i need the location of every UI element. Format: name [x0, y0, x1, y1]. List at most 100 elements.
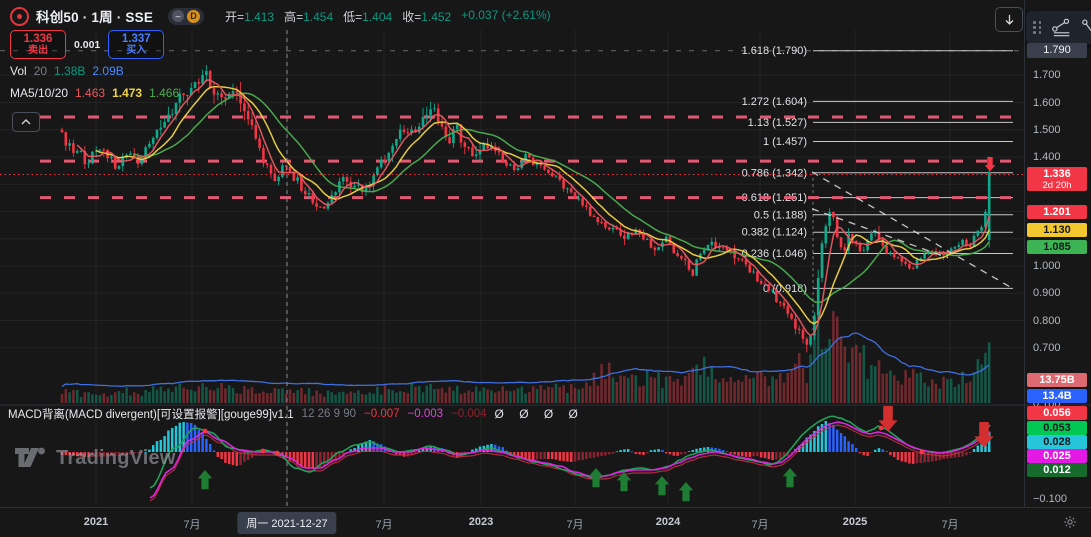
- gridlines: [0, 30, 1024, 506]
- price-tick: 1.700: [1033, 69, 1061, 82]
- pink-dashed-levels: [40, 115, 1024, 200]
- time-tick: 7月: [566, 519, 584, 531]
- ma-label: MA5/10/20: [10, 86, 69, 100]
- volume-legend[interactable]: Vol 20 1.38B 2.09B: [10, 64, 124, 78]
- ohlc-readout: 开=1.413 高=1.454 低=1.404 收=1.452 +0.037 (…: [225, 8, 551, 25]
- tradingview-logo-icon: [15, 447, 45, 467]
- chevron-up-icon: [21, 119, 31, 125]
- price-label-box: 0.056: [1027, 406, 1087, 420]
- fib-retracement-tool-icon[interactable]: [1051, 18, 1072, 38]
- macd-title: MACD背离(MACD divergent)[可设置报警][gouge99]v1…: [8, 409, 294, 421]
- ma-line: [76, 79, 990, 337]
- sell-label: 卖出: [28, 44, 48, 56]
- macd-value-1: −0.007: [364, 408, 400, 420]
- time-tick: 2023: [468, 516, 494, 528]
- symbol-logo-icon: [10, 6, 29, 26]
- symbol-header: 科创50 · 1周 · SSE – D 开=1.413 高=1.454 低=1.…: [10, 6, 551, 26]
- ma-legend[interactable]: MA5/10/20 1.463 1.473 1.466: [10, 86, 179, 100]
- macd-divergence-markers: [197, 406, 994, 502]
- price-tick: 1.000: [1033, 260, 1061, 272]
- time-tick: 7月: [751, 519, 769, 531]
- price-tick: 0.700: [1033, 341, 1061, 354]
- high-label: 高=: [284, 9, 304, 24]
- macd-params: 12 26 9 90: [301, 408, 357, 420]
- tradingview-watermark: TradingView: [14, 446, 176, 470]
- minus-icon[interactable]: –: [172, 10, 185, 22]
- low-label: 低=: [343, 9, 363, 24]
- scroll-to-recent-button[interactable]: [995, 7, 1023, 32]
- ma10-value: 1.473: [112, 86, 143, 100]
- daily-badge[interactable]: D: [187, 9, 201, 23]
- buy-label: 买入: [126, 44, 147, 56]
- crosshair-date-label: 周一 2021-12-27: [237, 512, 337, 534]
- time-tick: 7月: [183, 519, 201, 531]
- svg-text:1.618 (1.790): 1.618 (1.790): [742, 45, 807, 57]
- price-tick: 0.900: [1033, 287, 1061, 300]
- macd-zero-flags: Ø Ø Ø Ø: [494, 407, 584, 421]
- drag-handle-icon[interactable]: [1033, 21, 1042, 34]
- price-tick: 1.400: [1033, 151, 1061, 163]
- fib-retracement: 1.618 (1.790) 1.272 (1.604) 1.13 (1.527) 1 …: [0, 45, 1024, 330]
- change-value: +0.037 (+2.61%): [461, 7, 551, 22]
- price-axis[interactable]: 1.790 1.700 1.600 1.500 1.400 1.000 0.900 0.800…: [1024, 0, 1091, 507]
- ma-line: [133, 92, 990, 304]
- price-alert-marker: [984, 157, 996, 172]
- price-tick-highlight: 1.790: [1027, 42, 1087, 58]
- ma-line: [95, 85, 990, 325]
- time-tick: 2024: [655, 516, 681, 528]
- open-value: 1.413: [244, 9, 275, 24]
- buy-price: 1.337: [121, 32, 151, 45]
- svg-text:0.786 (1.342): 0.786 (1.342): [742, 167, 807, 179]
- floating-drawing-toolbar[interactable]: [1026, 11, 1091, 44]
- candlesticks: [60, 64, 991, 353]
- svg-text:0.236 (1.046): 0.236 (1.046): [742, 248, 807, 260]
- settings-gear-icon[interactable]: [1063, 515, 1077, 529]
- price-tick: 0.800: [1033, 314, 1061, 327]
- high-value: 1.454: [303, 9, 334, 24]
- vol-ma-value: 2.09B: [92, 64, 124, 78]
- price-label-box: 1.336 2d 20h: [1027, 167, 1087, 191]
- open-label: 开=: [225, 9, 245, 24]
- time-tick: 2021: [83, 516, 109, 528]
- time-tick: 7月: [375, 519, 393, 531]
- low-value: 1.404: [362, 9, 393, 24]
- price-label-box: 1.085: [1027, 240, 1087, 254]
- collapse-legend-button[interactable]: [12, 112, 40, 132]
- price-label-box: 0.025: [1027, 449, 1087, 463]
- trend-lines: [811, 171, 1015, 290]
- price-label-box: 0.053: [1027, 421, 1087, 435]
- price-label-box: 1.130: [1027, 223, 1087, 237]
- spread-value: 0.001: [74, 38, 101, 51]
- ma5-value: 1.463: [75, 86, 106, 100]
- macd-red-line: [149, 424, 991, 502]
- time-tick: 2025: [842, 516, 868, 528]
- macd-value-2: −0.003: [407, 408, 444, 420]
- price-label-box: 0.028: [1027, 435, 1087, 449]
- arrow-down-icon: [1005, 14, 1013, 25]
- buy-button[interactable]: 1.337 买入: [108, 30, 165, 59]
- time-tick: 7月: [941, 519, 959, 531]
- price-label-box: 0.012: [1027, 463, 1087, 477]
- volume-bars: [60, 311, 991, 403]
- interval-toggle[interactable]: – D: [168, 7, 205, 25]
- ma20-value: 1.466: [149, 86, 180, 100]
- symbol-title[interactable]: 科创50 · 1周 · SSE: [36, 10, 154, 25]
- price-label-box: 1.201: [1027, 205, 1087, 219]
- time-axis[interactable]: 周一 2021-12-27 2021 7月 7月 2023 7月 2024 7月 2025 7月: [0, 507, 1091, 537]
- sell-button[interactable]: 1.336 卖出: [10, 30, 66, 59]
- macd-axis-tick: −0.100: [1033, 493, 1067, 505]
- volume-ma-line: [61, 332, 990, 388]
- vol-label: Vol: [10, 64, 27, 78]
- price-label-box: 13.4B: [1027, 389, 1087, 403]
- macd-value-3: −0.004: [451, 408, 487, 420]
- macd-legend[interactable]: MACD背离(MACD divergent)[可设置报警][gouge99]v1…: [8, 406, 584, 422]
- trade-panel: 1.336 卖出 0.001 1.337 买入: [10, 30, 165, 59]
- vol-value: 1.38B: [54, 64, 86, 78]
- svg-text:0.5 (1.188): 0.5 (1.188): [754, 209, 807, 221]
- price-label-box: 13.75B: [1027, 373, 1087, 387]
- watermark-text: TradingView: [56, 446, 176, 469]
- svg-text:0.382 (1.124): 0.382 (1.124): [742, 227, 807, 239]
- sell-price: 1.336: [23, 32, 53, 45]
